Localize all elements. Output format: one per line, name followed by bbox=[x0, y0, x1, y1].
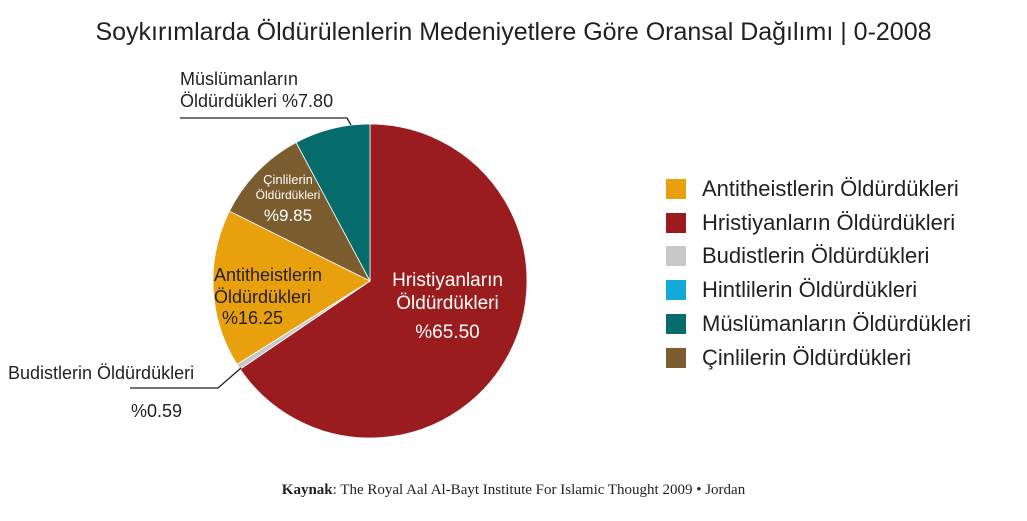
legend-label: Budistlerin Öldürdükleri bbox=[702, 243, 930, 269]
pie-slice-0 bbox=[239, 123, 528, 439]
antitheist-slice-label: Antitheistlerin Öldürdükleri %16.25 bbox=[214, 265, 322, 330]
legend-swatch bbox=[666, 314, 686, 335]
source-note: Kaynak: The Royal Aal Al-Bayt Institute … bbox=[0, 482, 1027, 499]
legend-label: Çinlilerin Öldürdükleri bbox=[702, 344, 912, 370]
chinese-label-line1: Çinlilerin bbox=[263, 172, 313, 187]
muslim-label-line2: Öldürdükleri %7.80 bbox=[180, 90, 334, 111]
legend-swatch bbox=[666, 178, 686, 199]
pie-slice-4 bbox=[295, 123, 371, 282]
legend-item: Hintlilerin Öldürdükleri bbox=[666, 273, 971, 307]
buddhist-label-name: Budistlerin Öldürdükleri bbox=[8, 363, 195, 383]
legend-swatch bbox=[666, 280, 686, 301]
pie-slice-2 bbox=[212, 210, 371, 365]
legend-label: Müslümanların Öldürdükleri bbox=[702, 311, 971, 337]
legend-label: Hristiyanların Öldürdükleri bbox=[702, 209, 956, 235]
legend-swatch bbox=[666, 212, 686, 233]
legend-item: Hristiyanların Öldürdükleri bbox=[666, 206, 971, 240]
buddhist-label-pct: %0.59 bbox=[131, 401, 183, 421]
christian-label-pct: %65.50 bbox=[415, 321, 480, 343]
pie-slice-3 bbox=[228, 141, 371, 282]
legend-label: Antitheistlerin Öldürdükleri bbox=[702, 175, 959, 201]
legend-swatch bbox=[666, 347, 686, 368]
christian-label-line1: Hristiyanların bbox=[392, 270, 503, 291]
buddhist-leader-line bbox=[130, 367, 242, 389]
legend-label: Hintlilerin Öldürdükleri bbox=[702, 277, 918, 303]
christian-slice-label: Hristiyanların Öldürdükleri %65.50 bbox=[375, 270, 520, 344]
source-text: : The Royal Aal Al-Bayt Institute For Is… bbox=[332, 482, 746, 498]
chinese-label-pct: %9.85 bbox=[263, 205, 313, 225]
chinese-slice-label: Çinlilerin Öldürdükleri %9.85 bbox=[243, 172, 333, 226]
chart-legend: Antitheistlerin Öldürdükleri Hristiyanlar… bbox=[666, 172, 971, 375]
legend-item: Budistlerin Öldürdükleri bbox=[666, 240, 971, 274]
muslim-slice-label: Müslümanların Öldürdükleri %7.80 bbox=[180, 69, 333, 112]
source-prefix: Kaynak bbox=[281, 482, 333, 498]
muslim-leader-line bbox=[180, 117, 352, 126]
antitheist-label-line2: Öldürdükleri bbox=[214, 286, 312, 307]
legend-item: Antitheistlerin Öldürdükleri bbox=[666, 172, 971, 206]
chart-title: Soykırımlarda Öldürülenlerin Medeniyetle… bbox=[95, 18, 932, 46]
chinese-label-line2: Öldürdükleri bbox=[255, 187, 321, 202]
legend-item: Müslümanların Öldürdükleri bbox=[666, 307, 971, 341]
antitheist-label-pct: %16.25 bbox=[222, 308, 284, 329]
legend-item: Çinlilerin Öldürdükleri bbox=[666, 341, 971, 375]
muslim-label-line1: Müslümanların bbox=[180, 69, 299, 89]
christian-label-line2: Öldürdükleri bbox=[396, 292, 499, 314]
antitheist-label-line1: Antitheistlerin bbox=[214, 265, 323, 285]
legend-swatch bbox=[666, 246, 686, 267]
